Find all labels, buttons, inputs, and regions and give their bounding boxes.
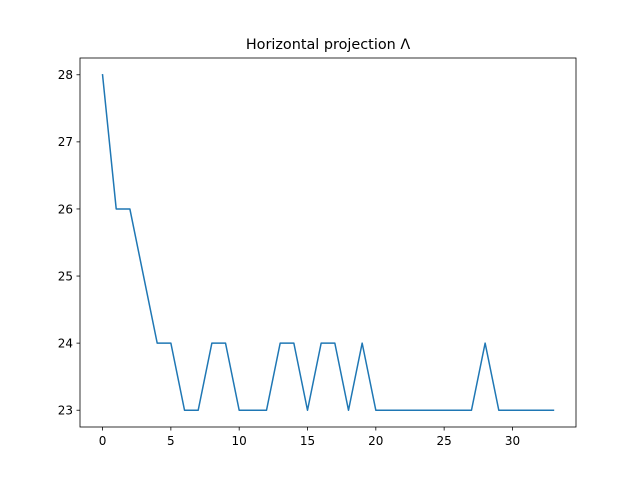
x-tick-label: 30 — [505, 434, 520, 448]
series-line — [101, 73, 555, 411]
chart-title: Horizontal projection Λ — [246, 37, 410, 53]
y-tick-label: 23 — [58, 404, 73, 418]
plot-frame — [79, 57, 577, 428]
y-tick-label: 26 — [58, 202, 73, 216]
y-tick-label: 28 — [58, 68, 73, 82]
x-axis: 0 5 10 15 20 25 30 — [99, 427, 520, 448]
x-tick-label: 0 — [99, 434, 107, 448]
x-tick-label: 5 — [167, 434, 175, 448]
y-tick-label: 27 — [58, 135, 73, 149]
y-axis: 23 24 25 26 27 28 — [58, 68, 80, 418]
x-tick-label: 20 — [368, 434, 383, 448]
x-tick-label: 10 — [232, 434, 247, 448]
y-tick-label: 25 — [58, 269, 73, 283]
y-tick-label: 24 — [58, 336, 73, 350]
x-tick-label: 15 — [300, 434, 315, 448]
x-tick-label: 25 — [437, 434, 452, 448]
